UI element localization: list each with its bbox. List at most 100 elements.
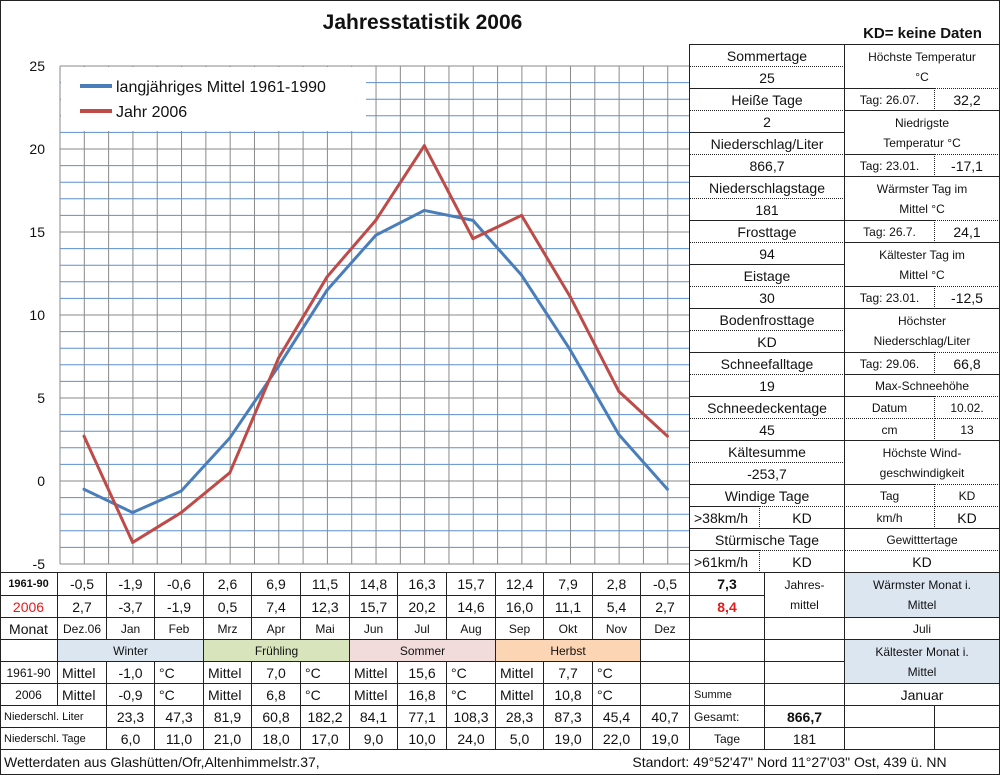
season-unit: °C — [446, 683, 496, 706]
data-point — [665, 487, 669, 491]
stat-day: Tag: 26.07. — [844, 88, 935, 111]
kd-legend-note: KD= keine Daten — [863, 25, 982, 42]
data-point — [665, 434, 669, 438]
data-point — [374, 233, 378, 237]
empty-cell — [640, 683, 690, 706]
table-cell: 2,8 — [592, 572, 641, 596]
stat-value: KD — [844, 550, 1000, 573]
row-label: 2006 — [0, 595, 58, 618]
table-cell: 40,7 — [640, 705, 690, 728]
data-point — [422, 144, 426, 148]
stat-unit: cm — [844, 418, 935, 441]
data-point — [471, 218, 475, 222]
stat-label: Niederschlag/Liter — [689, 132, 845, 155]
data-point — [276, 364, 280, 368]
y-tick-label: 5 — [37, 390, 45, 406]
empty-cell — [689, 617, 765, 640]
stat-day: Tag: 23.01. — [844, 286, 935, 309]
month-name: Jun — [349, 617, 398, 640]
stat-threshold: >61km/h — [689, 550, 760, 573]
row-label: 2006 — [0, 683, 58, 706]
footer-location: Standort: 49°52'47" Nord 11°27'03" Ost, … — [632, 754, 947, 770]
table-cell: 14,6 — [446, 595, 496, 618]
data-point — [179, 489, 183, 493]
stat-day-label: Tag — [844, 484, 935, 507]
page-title: Jahresstatistik 2006 — [322, 11, 523, 34]
data-point — [228, 471, 232, 475]
y-tick-label: 15 — [29, 224, 45, 240]
annual-mean-label: Jahres- mittel — [764, 572, 845, 618]
stat-date: 10.02. — [934, 396, 1000, 419]
empty-cell — [844, 727, 935, 750]
data-point — [617, 389, 621, 393]
season-mean-2006: 6,8 — [251, 683, 301, 706]
table-cell: -1,9 — [106, 572, 155, 596]
season-mean-label: Mittel — [203, 661, 252, 684]
total-label: Gesamt: — [689, 705, 765, 728]
stat-value: KD — [934, 506, 1000, 529]
data-point — [179, 511, 183, 515]
table-cell: -0,5 — [640, 572, 690, 596]
row-label: 1961-90 — [0, 572, 58, 596]
table-cell: 12,3 — [300, 595, 350, 618]
empty-cell — [934, 727, 1000, 750]
table-cell: 47,3 — [154, 705, 204, 728]
data-point — [520, 273, 524, 277]
empty-cell — [844, 705, 935, 728]
data-point — [131, 540, 135, 544]
table-cell: 16,0 — [495, 595, 544, 618]
season-mean-label: Mittel — [495, 661, 544, 684]
season-mean-label: Mittel — [57, 683, 107, 706]
stat-value: 45 — [689, 418, 845, 441]
table-cell: 6,9 — [251, 572, 301, 596]
row-label: Niederschl. Tage — [0, 727, 107, 750]
season-mean-1961: 7,7 — [543, 661, 593, 684]
table-cell: 5,4 — [592, 595, 641, 618]
stat-day: Tag: 23.01. — [844, 154, 935, 177]
stat-value: KD — [759, 506, 845, 529]
stat-value: 866,7 — [689, 154, 845, 177]
table-cell: 9,0 — [349, 727, 398, 750]
table-cell: 2,7 — [640, 595, 690, 618]
empty-cell — [764, 639, 845, 662]
table-cell: 11,5 — [300, 572, 350, 596]
annual-mean-1961: 7,3 — [689, 572, 765, 596]
table-cell: 84,1 — [349, 705, 398, 728]
table-cell: 11,1 — [543, 595, 593, 618]
stat-value: 24,1 — [934, 220, 1000, 243]
total-value: 181 — [764, 727, 845, 750]
stat-value: 94 — [689, 242, 845, 265]
empty-cell — [764, 617, 845, 640]
stat-label: Heiße Tage — [689, 88, 845, 111]
footer-source: Wetterdaten aus Glashütten/Ofr,Altenhimm… — [4, 754, 320, 770]
stat-day: Tag: 29.06. — [844, 352, 935, 375]
season-mean-1961: 15,6 — [397, 661, 447, 684]
stat-label: Kältesumme — [689, 440, 845, 463]
empty-cell — [764, 661, 845, 684]
stat-label: Kältester Tag im Mittel °C — [844, 242, 1000, 287]
month-name: Jul — [397, 617, 447, 640]
stat-label: Sommertage — [689, 44, 845, 67]
table-cell: 18,0 — [251, 727, 301, 750]
season-unit: °C — [154, 661, 204, 684]
table-cell: -0,6 — [154, 572, 204, 596]
stat-value: 30 — [689, 286, 845, 309]
table-cell: 2,6 — [203, 572, 252, 596]
month-name: Apr — [251, 617, 301, 640]
month-name: Nov — [592, 617, 641, 640]
coldest-month-label: Kältester Monat i. Mittel — [844, 639, 1000, 684]
stat-date-label: Datum — [844, 396, 935, 419]
stat-label: Schneefalltage — [689, 352, 845, 375]
season-mean-2006: -0,9 — [106, 683, 155, 706]
table-cell: 7,9 — [543, 572, 593, 596]
stat-label: Höchste Temperatur °C — [844, 44, 1000, 89]
warmest-month-label: Wärmster Monat i. Mittel — [844, 572, 1000, 618]
table-cell: 21,0 — [203, 727, 252, 750]
row-label: 1961-90 — [0, 661, 58, 684]
table-cell: 12,4 — [495, 572, 544, 596]
table-cell: 81,9 — [203, 705, 252, 728]
stat-value: -17,1 — [934, 154, 1000, 177]
legend-background — [61, 67, 366, 131]
empty-cell — [640, 661, 690, 684]
season-mean-label: Mittel — [349, 683, 398, 706]
